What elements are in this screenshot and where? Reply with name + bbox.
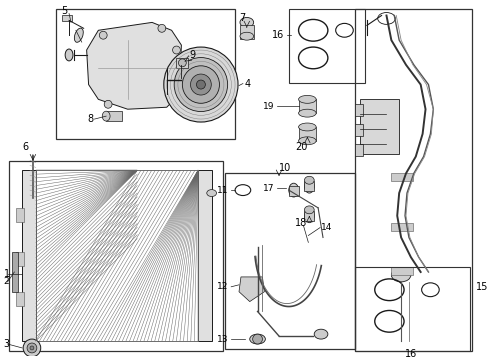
Text: 16: 16 (405, 349, 417, 359)
Circle shape (104, 100, 112, 108)
Text: 6: 6 (22, 142, 28, 152)
Text: 20: 20 (295, 142, 308, 152)
Ellipse shape (392, 268, 411, 282)
Polygon shape (87, 22, 181, 109)
Text: 19: 19 (263, 102, 274, 111)
Bar (298, 99, 316, 113)
Ellipse shape (304, 176, 314, 184)
Text: 4: 4 (245, 78, 251, 89)
Bar (16, 208, 24, 222)
Ellipse shape (304, 206, 314, 214)
Bar (56, 9, 235, 139)
Bar (392, 173, 413, 181)
Bar (198, 170, 212, 341)
Text: 15: 15 (476, 282, 489, 292)
Circle shape (174, 58, 228, 112)
Circle shape (191, 74, 211, 95)
Bar (8, 161, 223, 351)
Circle shape (182, 66, 220, 103)
Bar (36, 170, 198, 341)
Bar (355, 144, 363, 156)
Bar (225, 173, 355, 349)
Bar (355, 124, 363, 136)
Circle shape (158, 24, 166, 32)
Circle shape (27, 343, 37, 353)
Circle shape (99, 31, 107, 39)
Bar (392, 267, 413, 275)
Circle shape (164, 47, 238, 122)
Ellipse shape (74, 28, 83, 42)
Text: 11: 11 (217, 186, 228, 195)
Ellipse shape (289, 183, 298, 197)
Bar (355, 104, 363, 116)
Bar (62, 15, 72, 21)
Ellipse shape (29, 195, 37, 201)
Bar (22, 170, 36, 341)
Text: 2: 2 (3, 277, 9, 286)
Bar (355, 267, 470, 351)
Bar (304, 211, 314, 221)
Circle shape (168, 95, 175, 103)
Bar (360, 99, 399, 154)
Circle shape (23, 339, 41, 357)
Circle shape (172, 46, 180, 54)
Ellipse shape (304, 209, 314, 223)
Circle shape (28, 193, 38, 203)
Ellipse shape (314, 329, 328, 339)
Text: 8: 8 (87, 114, 94, 124)
Polygon shape (239, 277, 265, 302)
Text: 16: 16 (271, 30, 284, 40)
Text: 1: 1 (3, 269, 10, 279)
Text: 3: 3 (3, 339, 10, 349)
Circle shape (178, 59, 186, 67)
Bar (12, 252, 18, 292)
Bar (16, 252, 24, 266)
Ellipse shape (250, 334, 266, 344)
Ellipse shape (240, 32, 254, 40)
Bar (240, 25, 254, 39)
Ellipse shape (240, 18, 254, 27)
Ellipse shape (298, 137, 316, 145)
Bar (298, 127, 316, 141)
Bar (355, 9, 472, 351)
Text: 18: 18 (295, 218, 308, 228)
Text: 12: 12 (217, 282, 228, 291)
Ellipse shape (65, 49, 73, 61)
Bar (106, 111, 122, 121)
Ellipse shape (102, 111, 110, 121)
Circle shape (196, 80, 205, 89)
Bar (176, 58, 188, 68)
Text: 5: 5 (61, 5, 68, 15)
Bar (289, 9, 365, 82)
Bar (16, 292, 24, 306)
Ellipse shape (298, 109, 316, 117)
Circle shape (253, 334, 263, 344)
Ellipse shape (207, 190, 217, 197)
Ellipse shape (298, 123, 316, 131)
Text: 13: 13 (217, 334, 228, 343)
Ellipse shape (298, 95, 316, 103)
Ellipse shape (304, 179, 314, 193)
Text: 14: 14 (321, 223, 332, 232)
Text: 17: 17 (263, 184, 274, 193)
Bar (392, 223, 413, 230)
Circle shape (30, 346, 34, 350)
Text: 7: 7 (239, 13, 245, 23)
Text: 9: 9 (189, 50, 195, 60)
Bar (289, 186, 298, 196)
Bar (304, 181, 314, 191)
Text: 10: 10 (279, 163, 291, 174)
